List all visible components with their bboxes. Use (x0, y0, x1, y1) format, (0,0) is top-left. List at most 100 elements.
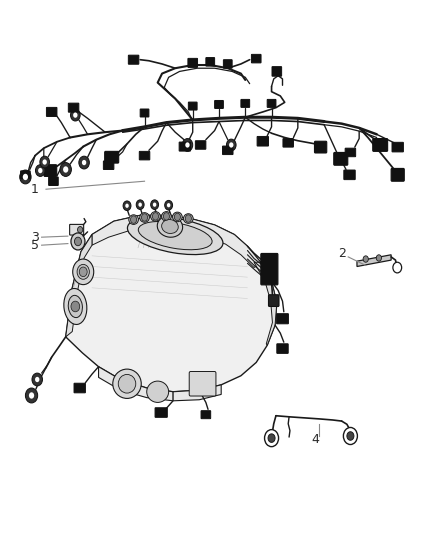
FancyBboxPatch shape (128, 55, 139, 64)
Circle shape (268, 434, 275, 442)
Circle shape (185, 215, 191, 222)
FancyBboxPatch shape (74, 383, 85, 393)
FancyBboxPatch shape (272, 67, 282, 76)
Circle shape (153, 203, 156, 207)
Circle shape (393, 262, 402, 273)
Circle shape (123, 201, 131, 211)
Circle shape (125, 204, 129, 208)
Circle shape (38, 168, 42, 173)
Circle shape (265, 430, 279, 447)
Circle shape (71, 233, 85, 250)
Circle shape (20, 170, 31, 184)
FancyBboxPatch shape (277, 344, 288, 353)
Circle shape (42, 159, 47, 165)
Ellipse shape (118, 374, 136, 393)
FancyBboxPatch shape (277, 313, 289, 324)
Circle shape (152, 213, 159, 220)
FancyBboxPatch shape (189, 372, 216, 396)
Circle shape (174, 213, 180, 221)
Circle shape (363, 256, 368, 262)
FancyBboxPatch shape (103, 161, 114, 169)
Text: 5: 5 (31, 239, 39, 252)
FancyBboxPatch shape (257, 136, 268, 146)
Circle shape (136, 200, 144, 209)
FancyBboxPatch shape (46, 107, 57, 116)
Polygon shape (357, 255, 391, 266)
Circle shape (163, 213, 170, 220)
Ellipse shape (157, 216, 183, 237)
Circle shape (79, 267, 87, 277)
FancyBboxPatch shape (70, 224, 84, 235)
FancyBboxPatch shape (44, 165, 57, 176)
Circle shape (40, 156, 49, 168)
FancyBboxPatch shape (345, 148, 356, 157)
FancyBboxPatch shape (195, 141, 206, 149)
FancyBboxPatch shape (105, 151, 119, 163)
Circle shape (229, 142, 233, 148)
Ellipse shape (184, 214, 193, 223)
FancyBboxPatch shape (261, 254, 278, 285)
FancyBboxPatch shape (215, 100, 223, 108)
Text: 4: 4 (311, 433, 319, 446)
Text: 3: 3 (31, 231, 39, 244)
Ellipse shape (173, 212, 182, 222)
Circle shape (167, 203, 170, 207)
FancyBboxPatch shape (139, 151, 150, 160)
Circle shape (79, 156, 89, 169)
Circle shape (63, 166, 68, 173)
Text: 1: 1 (31, 183, 39, 196)
Circle shape (131, 216, 137, 223)
FancyBboxPatch shape (201, 410, 211, 419)
FancyBboxPatch shape (392, 142, 403, 152)
Circle shape (71, 109, 80, 121)
Polygon shape (66, 235, 92, 337)
FancyBboxPatch shape (251, 54, 261, 63)
FancyBboxPatch shape (223, 146, 233, 155)
Circle shape (25, 388, 38, 403)
Circle shape (73, 112, 78, 118)
FancyBboxPatch shape (223, 60, 232, 68)
Circle shape (35, 377, 39, 382)
FancyBboxPatch shape (283, 139, 293, 147)
FancyBboxPatch shape (206, 58, 215, 66)
Circle shape (165, 200, 173, 210)
FancyBboxPatch shape (373, 139, 388, 151)
FancyBboxPatch shape (188, 58, 198, 67)
FancyBboxPatch shape (241, 99, 250, 107)
Ellipse shape (68, 295, 82, 318)
Circle shape (35, 165, 45, 176)
FancyBboxPatch shape (179, 142, 191, 151)
Circle shape (141, 214, 148, 221)
Circle shape (347, 432, 354, 440)
FancyBboxPatch shape (268, 295, 279, 306)
Ellipse shape (129, 215, 138, 224)
Circle shape (185, 142, 190, 148)
Polygon shape (66, 215, 277, 392)
Circle shape (376, 255, 381, 261)
Ellipse shape (138, 221, 212, 250)
Circle shape (71, 301, 80, 312)
FancyBboxPatch shape (140, 109, 149, 117)
Text: 2: 2 (338, 247, 346, 260)
Circle shape (151, 200, 159, 209)
Circle shape (226, 139, 236, 151)
FancyBboxPatch shape (155, 408, 167, 417)
Ellipse shape (73, 259, 94, 285)
FancyBboxPatch shape (49, 177, 58, 185)
Circle shape (78, 227, 83, 233)
FancyBboxPatch shape (314, 141, 327, 153)
Circle shape (182, 139, 193, 151)
Circle shape (74, 237, 81, 246)
FancyBboxPatch shape (267, 99, 276, 107)
Circle shape (138, 203, 142, 207)
Circle shape (60, 163, 71, 176)
Circle shape (82, 160, 86, 165)
Ellipse shape (147, 381, 169, 402)
Circle shape (23, 174, 28, 180)
Circle shape (29, 392, 34, 399)
FancyBboxPatch shape (334, 152, 348, 165)
FancyBboxPatch shape (344, 170, 355, 180)
Circle shape (343, 427, 357, 445)
FancyBboxPatch shape (188, 102, 197, 110)
Ellipse shape (162, 220, 178, 233)
